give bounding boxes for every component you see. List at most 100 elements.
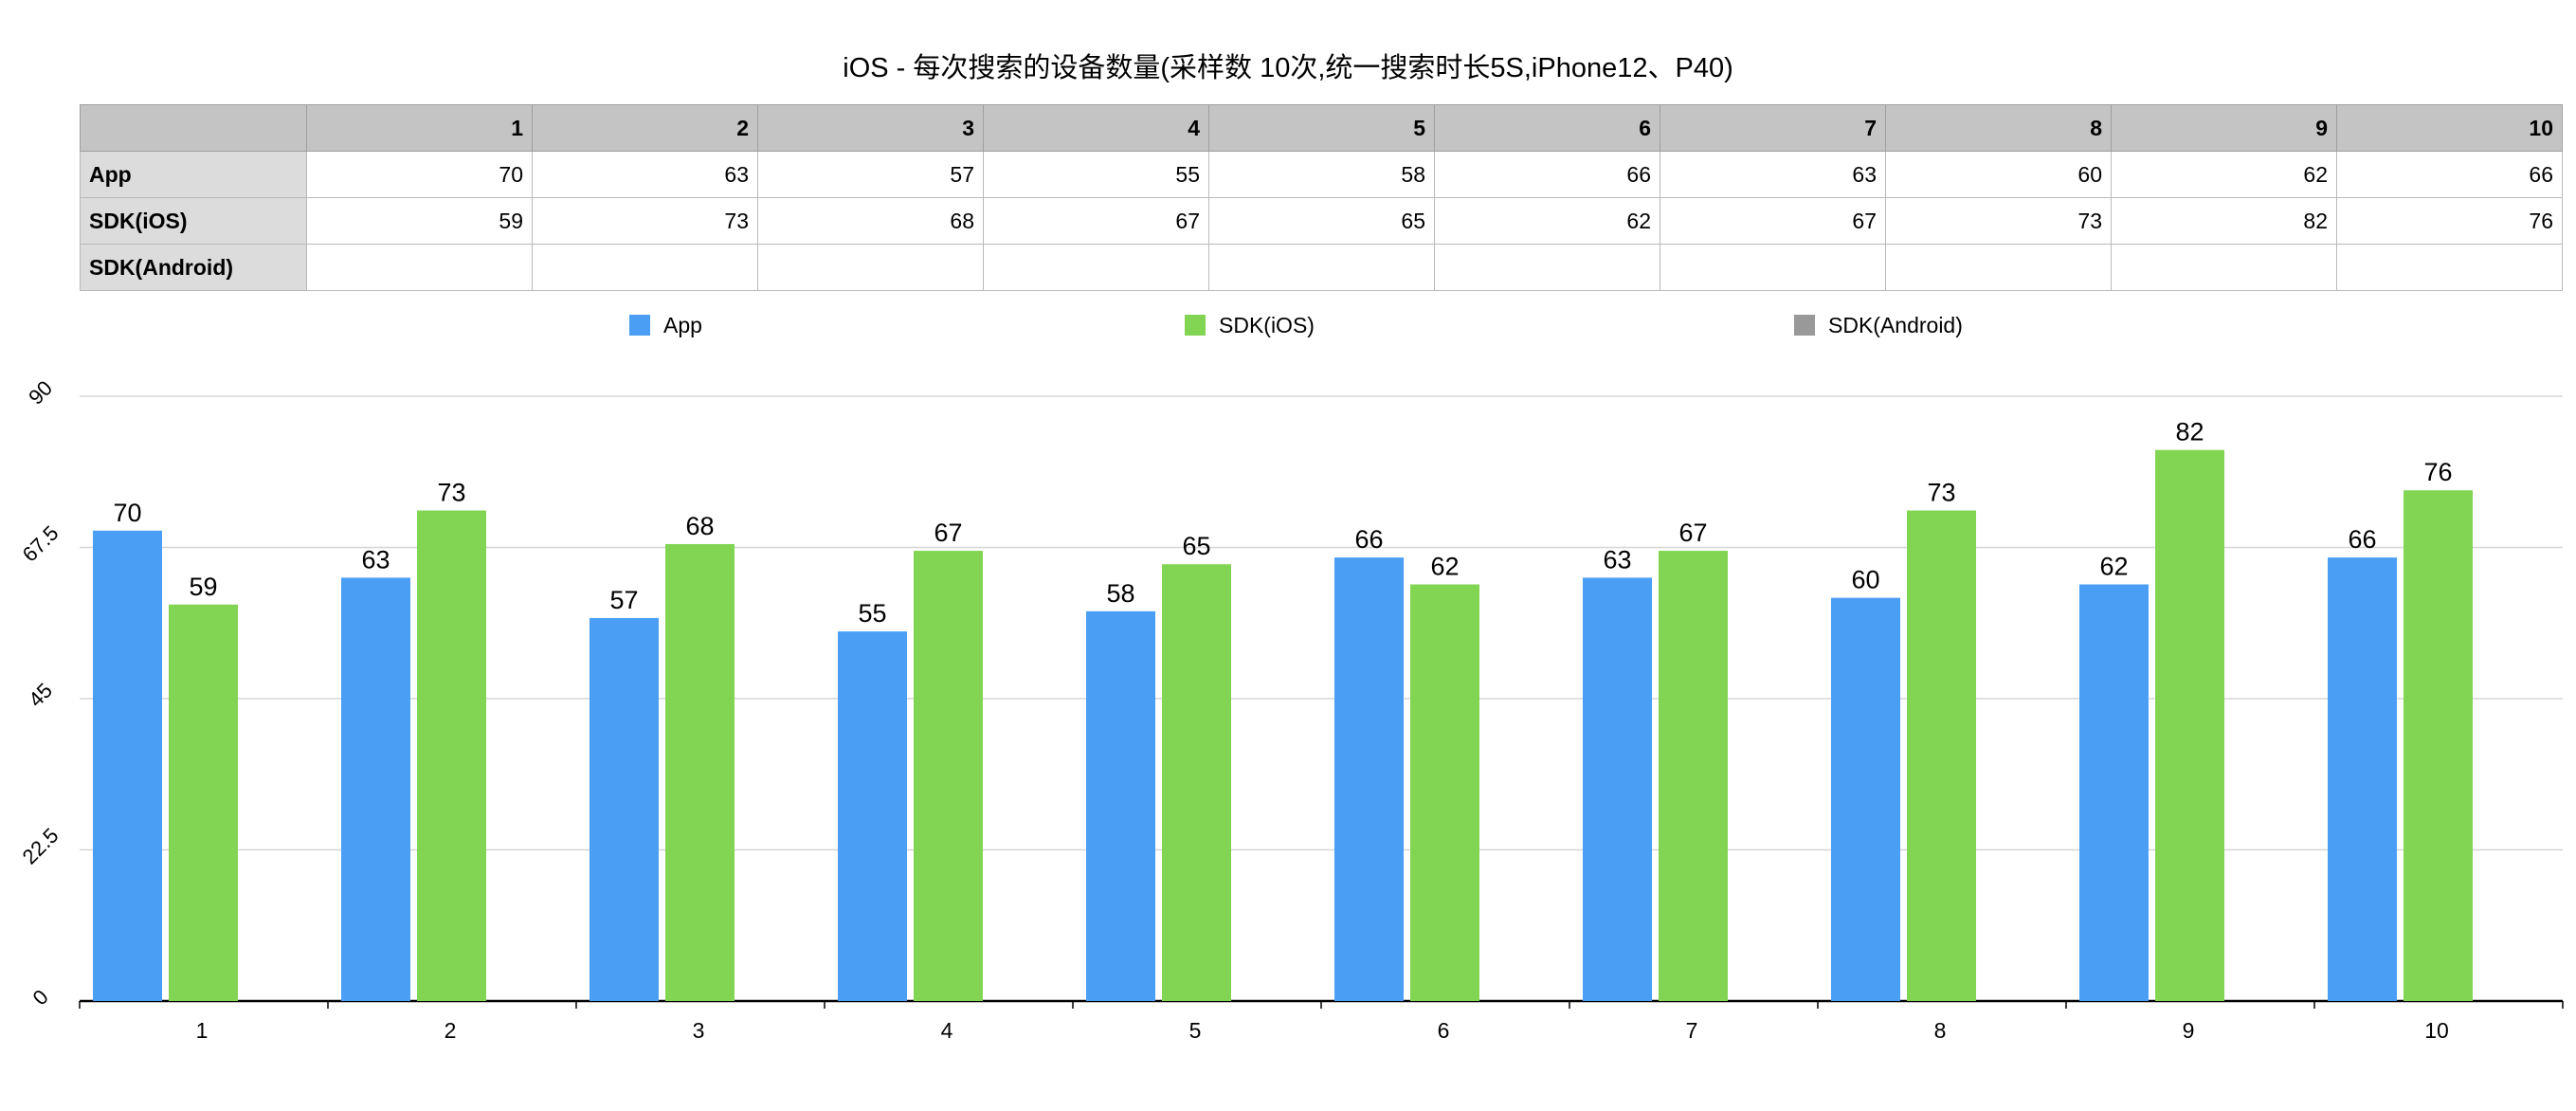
table-row-sdk-android: SDK(Android) bbox=[80, 244, 2563, 291]
y-tick-label: 0 bbox=[27, 985, 52, 1010]
table-cell: 63 bbox=[532, 151, 758, 198]
table-header-cell: 3 bbox=[757, 104, 984, 152]
table-cell: 60 bbox=[1885, 151, 2112, 198]
table-cell: 63 bbox=[1660, 151, 1886, 198]
table-cell: 59 bbox=[306, 197, 533, 245]
table-row-label: SDK(Android) bbox=[80, 244, 307, 291]
data-label: 70 bbox=[113, 499, 141, 527]
data-label: 57 bbox=[609, 586, 638, 614]
table-cell bbox=[1208, 244, 1435, 291]
data-label: 73 bbox=[1927, 479, 1955, 507]
legend-label: App bbox=[663, 312, 702, 337]
table-cell: 68 bbox=[757, 197, 984, 245]
table-header-cell: 1 bbox=[306, 104, 533, 152]
x-tick-label: 5 bbox=[1189, 1018, 1202, 1043]
legend-item-app: App bbox=[629, 311, 702, 339]
table-header-cell: 9 bbox=[2111, 104, 2337, 152]
data-label: 62 bbox=[2099, 552, 2128, 580]
table-header-row: 1 2 3 4 5 6 7 8 9 10 bbox=[80, 104, 2563, 152]
data-label: 68 bbox=[685, 512, 714, 540]
table-cell bbox=[1434, 244, 1660, 291]
bar bbox=[2404, 490, 2473, 1001]
data-label: 62 bbox=[1430, 552, 1459, 580]
legend-item-sdk-ios: SDK(iOS) bbox=[1185, 311, 1315, 339]
y-tick-label: 90 bbox=[24, 376, 57, 410]
table-cell: 82 bbox=[2111, 197, 2337, 245]
data-label: 58 bbox=[1106, 579, 1134, 608]
x-tick-label: 6 bbox=[1438, 1018, 1450, 1043]
legend-swatch-sdk-ios bbox=[1185, 315, 1206, 336]
table-row-label: App bbox=[80, 151, 307, 198]
bar bbox=[1162, 564, 1231, 1001]
bar bbox=[1907, 510, 1976, 1001]
table-header-cell: 5 bbox=[1208, 104, 1435, 152]
table-cell bbox=[1885, 244, 2112, 291]
x-tick-label: 4 bbox=[941, 1018, 953, 1043]
table-header-cell: 6 bbox=[1434, 104, 1660, 152]
legend-item-sdk-android: SDK(Android) bbox=[1794, 311, 1963, 339]
table-corner-cell bbox=[80, 104, 307, 152]
bar bbox=[169, 604, 238, 1001]
x-tick-label: 3 bbox=[693, 1018, 705, 1043]
y-tick-label: 45 bbox=[24, 679, 57, 712]
data-label: 66 bbox=[1354, 525, 1383, 554]
bar bbox=[2328, 557, 2397, 1001]
data-label: 73 bbox=[437, 479, 465, 507]
table-cell bbox=[757, 244, 984, 291]
table-cell: 73 bbox=[532, 197, 758, 245]
data-label: 67 bbox=[934, 519, 962, 547]
data-label: 66 bbox=[2348, 525, 2376, 554]
bar bbox=[914, 551, 983, 1001]
x-tick-label: 1 bbox=[196, 1018, 209, 1043]
table-cell: 70 bbox=[306, 151, 533, 198]
x-tick-label: 8 bbox=[1934, 1018, 1947, 1043]
legend-label: SDK(iOS) bbox=[1219, 312, 1315, 337]
data-label: 76 bbox=[2423, 458, 2452, 486]
data-label: 65 bbox=[1182, 532, 1210, 560]
bar bbox=[1334, 557, 1404, 1001]
legend-swatch-app bbox=[629, 315, 650, 336]
bar bbox=[1831, 597, 1900, 1001]
table-cell: 66 bbox=[2336, 151, 2563, 198]
bar bbox=[1583, 577, 1652, 1001]
bar bbox=[1086, 610, 1155, 1001]
table-cell: 76 bbox=[2336, 197, 2563, 245]
table-cell: 67 bbox=[983, 197, 1209, 245]
data-table: 1 2 3 4 5 6 7 8 9 10 App 70 63 57 55 58 … bbox=[80, 104, 2563, 291]
table-header-cell: 4 bbox=[983, 104, 1209, 152]
bar bbox=[417, 510, 486, 1001]
legend-label: SDK(Android) bbox=[1828, 312, 1963, 337]
chart-title: iOS - 每次搜索的设备数量(采样数 10次,统一搜索时长5S,iPhone1… bbox=[843, 53, 1733, 83]
y-tick-label: 22.5 bbox=[18, 824, 63, 869]
bar bbox=[838, 631, 907, 1001]
table-cell bbox=[983, 244, 1209, 291]
legend-swatch-sdk-android bbox=[1794, 315, 1815, 336]
x-tick-label: 7 bbox=[1686, 1018, 1698, 1043]
data-label: 82 bbox=[2175, 418, 2204, 446]
y-tick-label: 67.5 bbox=[18, 521, 63, 567]
table-cell bbox=[2111, 244, 2337, 291]
data-label: 59 bbox=[189, 573, 217, 601]
table-row-app: App 70 63 57 55 58 66 63 60 62 66 bbox=[80, 151, 2563, 198]
bar bbox=[341, 577, 410, 1001]
bar bbox=[2155, 449, 2224, 1001]
x-tick-label: 2 bbox=[444, 1018, 457, 1043]
table-cell: 67 bbox=[1660, 197, 1886, 245]
bar bbox=[590, 617, 659, 1001]
data-label: 63 bbox=[1603, 545, 1631, 574]
table-header-cell: 8 bbox=[1885, 104, 2112, 152]
table-cell bbox=[532, 244, 758, 291]
table-row-label: SDK(iOS) bbox=[80, 197, 307, 245]
table-cell: 62 bbox=[2111, 151, 2337, 198]
bar bbox=[2079, 584, 2149, 1001]
x-tick-label: 10 bbox=[2424, 1018, 2449, 1043]
bar bbox=[665, 543, 735, 1001]
table-cell bbox=[1660, 244, 1886, 291]
x-tick-label: 9 bbox=[2183, 1018, 2195, 1043]
data-label: 55 bbox=[858, 599, 886, 628]
bar bbox=[93, 530, 162, 1001]
bar bbox=[1659, 551, 1728, 1001]
table-cell bbox=[2336, 244, 2563, 291]
table-cell: 62 bbox=[1434, 197, 1660, 245]
table-cell: 57 bbox=[757, 151, 984, 198]
